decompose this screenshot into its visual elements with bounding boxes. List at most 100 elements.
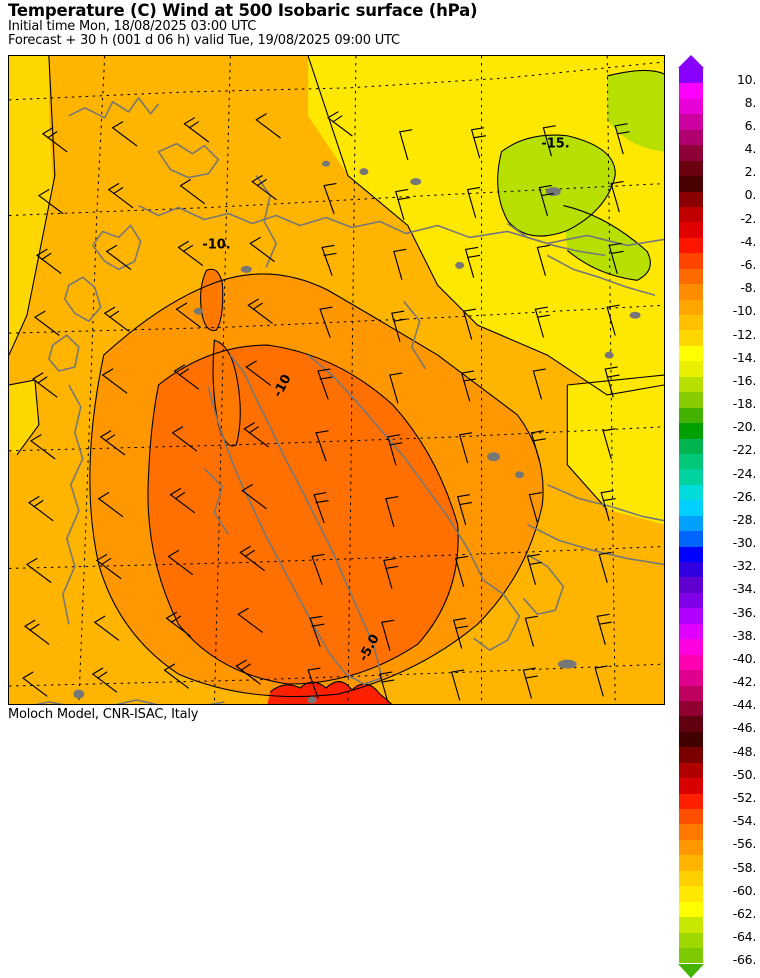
colorbar-segment — [679, 700, 703, 717]
colorbar-tick-label: -32. — [732, 558, 757, 574]
colorbar-segments — [679, 68, 703, 964]
colorbar-bottom-arrow — [678, 964, 704, 978]
colorbar-segment — [679, 562, 703, 578]
colorbar-tick-label: -28. — [732, 511, 757, 527]
colorbar-segment — [679, 330, 703, 346]
colorbar-segment — [679, 345, 703, 362]
colorbar-tick-label: -62. — [732, 905, 757, 921]
map-canvas: -15. -10. -10 -5.0 — [9, 56, 664, 704]
colorbar-tick-label: -34. — [732, 581, 757, 597]
colorbar-segment — [679, 191, 703, 207]
colorbar-segment — [679, 407, 703, 424]
forecast-valid-label: Forecast + 30 h (001 d 06 h) valid Tue, … — [8, 33, 400, 48]
colorbar-segment — [679, 98, 703, 115]
colorbar-tick-label: -8. — [740, 280, 756, 296]
colorbar-tick-label: -26. — [732, 488, 757, 504]
colorbar-tick-label: 8. — [744, 94, 757, 110]
colorbar-tick-label: -10. — [732, 303, 757, 319]
colorbar-segment — [679, 592, 703, 609]
colorbar-segment — [679, 886, 703, 902]
colorbar-tick-label: -38. — [732, 627, 757, 643]
colorbar-segment — [679, 206, 703, 223]
contour-label-10-alps: -10. — [202, 237, 230, 252]
colorbar-segment — [679, 793, 703, 809]
colorbar-tick-label: -54. — [732, 813, 757, 829]
colorbar-segment — [679, 284, 703, 300]
colorbar-segment — [679, 361, 703, 377]
colorbar-segment — [679, 315, 703, 331]
model-credit: Moloch Model, CNR-ISAC, Italy — [8, 707, 199, 722]
colorbar-segment — [679, 68, 703, 84]
colorbar-segment — [679, 917, 703, 933]
colorbar-tick-label: -22. — [732, 442, 757, 458]
colorbar-segment — [679, 299, 703, 315]
colorbar-tick-label: -20. — [732, 419, 757, 435]
colorbar-segment — [679, 731, 703, 748]
colorbar-segment — [679, 716, 703, 732]
colorbar-tick-label: 6. — [744, 117, 757, 133]
colorbar-segment — [679, 855, 703, 871]
colorbar-tick-label: -18. — [732, 396, 757, 412]
colorbar-segment — [679, 253, 703, 269]
colorbar-tick-label: 10. — [737, 71, 756, 87]
colorbar-segment — [679, 515, 703, 532]
colorbar-segment — [679, 685, 703, 701]
colorbar-segment — [679, 947, 703, 964]
header: Temperature (C) Wind at 500 Isobaric sur… — [8, 2, 708, 48]
colorbar-segment — [679, 114, 703, 130]
colorbar-tick-label: 4. — [744, 141, 757, 157]
colorbar-segment — [679, 484, 703, 501]
colorbar — [678, 55, 704, 978]
colorbar-tick-label: -48. — [732, 743, 757, 759]
colorbar-tick-label: -30. — [732, 535, 757, 551]
colorbar-segment — [679, 577, 703, 593]
colorbar-segment — [679, 145, 703, 161]
colorbar-tick-label: 2. — [744, 164, 757, 180]
colorbar-segment — [679, 500, 703, 516]
colorbar-tick-label: -56. — [732, 836, 757, 852]
colorbar-tick-label: -44. — [732, 697, 757, 713]
colorbar-tick-label: -40. — [732, 650, 757, 666]
colorbar-tick-label: 0. — [744, 187, 757, 203]
colorbar-segment — [679, 129, 703, 146]
colorbar-segment — [679, 268, 703, 285]
colorbar-segment — [679, 160, 703, 177]
colorbar-segment — [679, 453, 703, 470]
colorbar-tick-label: -52. — [732, 790, 757, 805]
colorbar-segment — [679, 870, 703, 887]
initial-time-label: Initial time Mon, 18/08/2025 03:00 UTC — [8, 19, 257, 34]
colorbar-segment — [679, 901, 703, 918]
contour-label-15: -15. — [541, 137, 569, 152]
colorbar-tick-label: -46. — [732, 720, 757, 736]
colorbar-segment — [679, 546, 703, 562]
colorbar-segment — [679, 222, 703, 238]
colorbar-tick-label: -50. — [732, 766, 757, 782]
colorbar-segment — [679, 670, 703, 686]
colorbar-tick-label: -36. — [732, 604, 757, 620]
colorbar-segment — [679, 531, 703, 547]
colorbar-tick-label: -58. — [732, 859, 757, 875]
colorbar-tick-label: -24. — [732, 465, 757, 481]
colorbar-segment — [679, 839, 703, 856]
colorbar-tick-label: -4. — [740, 233, 756, 249]
colorbar-tick-label: -60. — [732, 882, 757, 898]
colorbar-segment — [679, 83, 703, 99]
colorbar-segment — [679, 824, 703, 840]
colorbar-tick-label: -12. — [732, 326, 757, 342]
colorbar-tick-label: -2. — [740, 210, 756, 226]
colorbar-segment — [679, 747, 703, 763]
forecast-map[interactable]: -15. -10. -10 -5.0 — [8, 55, 665, 705]
colorbar-segment — [679, 809, 703, 825]
colorbar-segment — [679, 237, 703, 254]
colorbar-segment — [679, 639, 703, 655]
colorbar-tick-label: -66. — [732, 952, 757, 968]
colorbar-segment — [679, 392, 703, 408]
colorbar-tick-label: -16. — [732, 372, 757, 388]
colorbar-segment — [679, 608, 703, 624]
colorbar-tick-label: -6. — [740, 256, 756, 272]
colorbar-tick-label: -42. — [732, 674, 757, 690]
page-title: Temperature (C) Wind at 500 Isobaric sur… — [8, 1, 478, 20]
colorbar-top-arrow — [678, 55, 704, 68]
colorbar-tick-label: -14. — [732, 349, 757, 365]
colorbar-segment — [679, 423, 703, 439]
